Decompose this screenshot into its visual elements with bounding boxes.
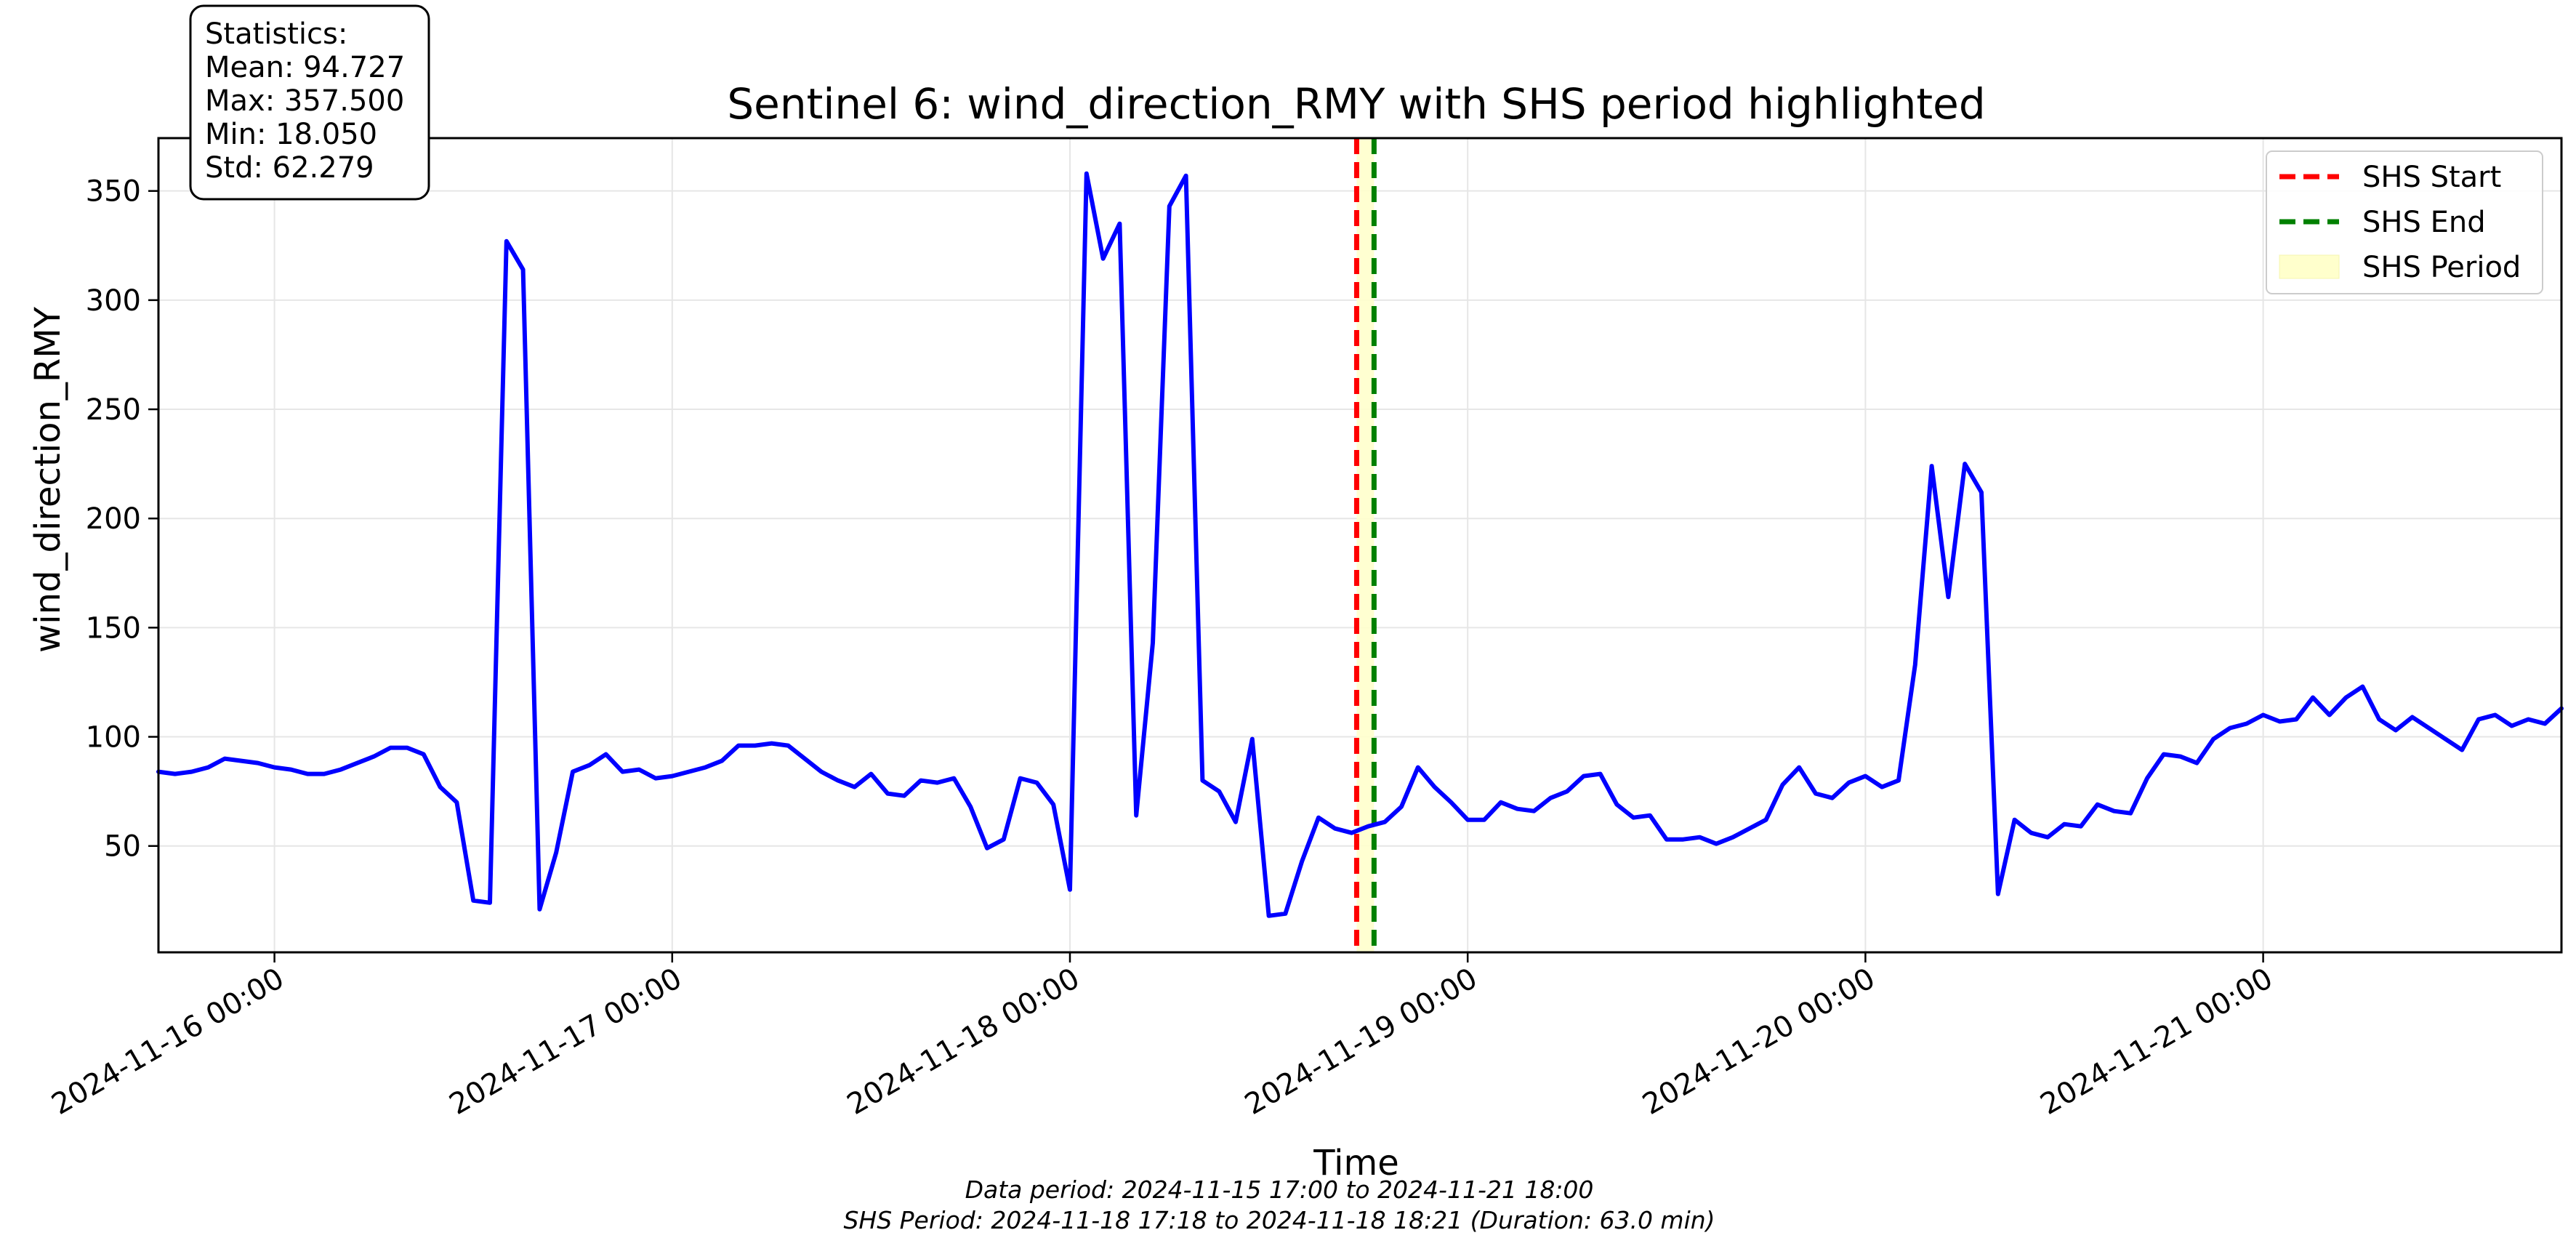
shs-overlay xyxy=(1353,138,1377,952)
statistics-line: Max: 357.500 xyxy=(205,84,404,118)
y-tick-label: 250 xyxy=(86,393,141,427)
y-axis: 50 100 150 200 250 300 350 xyxy=(86,175,158,864)
statistics-box-frame xyxy=(189,4,430,201)
series-line xyxy=(156,171,2564,918)
y-axis-title: wind_direction_RMY xyxy=(28,306,68,653)
legend-label: SHS End xyxy=(2362,206,2486,239)
footer-shs-period: SHS Period: 2024-11-18 17:18 to 2024-11-… xyxy=(843,1206,1715,1234)
legend-label: SHS Period xyxy=(2362,251,2521,284)
series-layer xyxy=(156,171,2564,918)
chart-title: Sentinel 6: wind_direction_RMY with SHS … xyxy=(727,79,1985,129)
statistics-line: Statistics: xyxy=(205,17,347,51)
y-tick-label: 150 xyxy=(86,611,141,645)
y-tick-label: 200 xyxy=(86,502,141,536)
y-tick-label: 100 xyxy=(86,721,141,755)
legend-label: SHS Start xyxy=(2362,161,2501,194)
footer-data-period: Data period: 2024-11-15 17:00 to 2024-11… xyxy=(965,1175,1594,1204)
statistics-line: Mean: 94.727 xyxy=(205,51,405,84)
legend-swatch xyxy=(2279,254,2340,279)
statistics-line: Std: 62.279 xyxy=(205,151,374,185)
y-tick-label: 50 xyxy=(104,830,141,864)
plot-frame xyxy=(157,137,2563,954)
y-tick-label: 300 xyxy=(86,284,141,318)
statistics-line: Min: 18.050 xyxy=(205,118,377,151)
legend: SHS Start SHS End SHS Period xyxy=(2266,150,2543,294)
y-tick-label: 350 xyxy=(86,175,141,209)
x-axis-title: Time xyxy=(1313,1143,1398,1183)
shs-period-band xyxy=(1356,138,1374,952)
